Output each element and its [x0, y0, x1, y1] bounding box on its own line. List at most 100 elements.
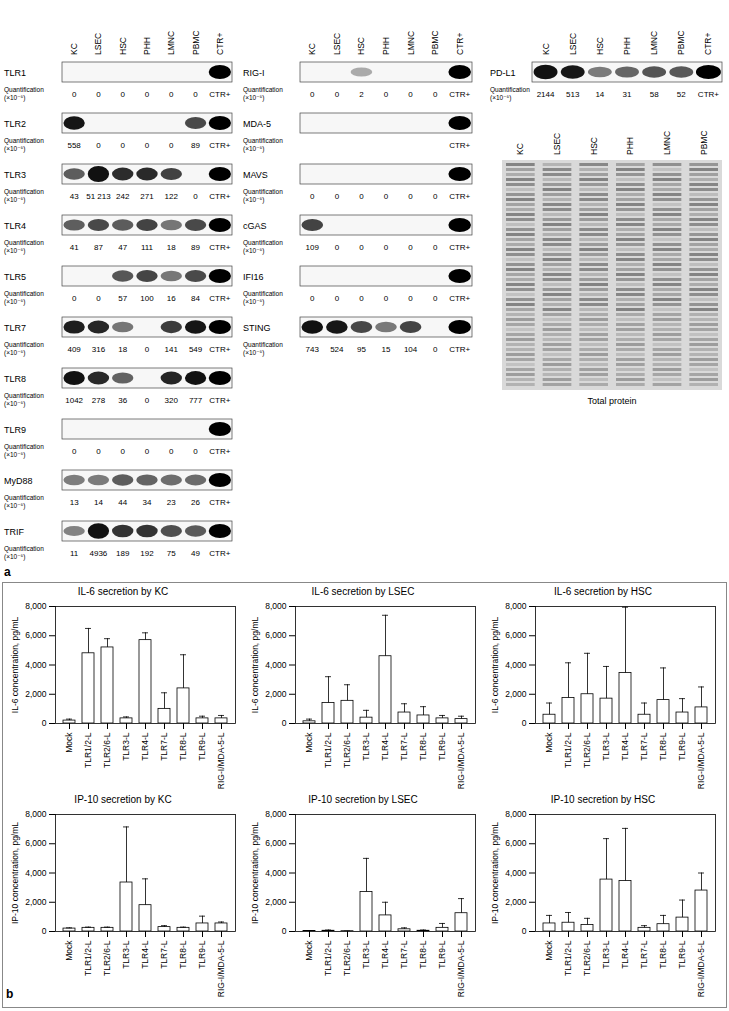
svg-text:TLR3-L: TLR3-L [121, 732, 131, 761]
svg-text:TLR8-L: TLR8-L [418, 940, 428, 969]
svg-text:0: 0 [359, 243, 364, 252]
svg-text:104: 104 [404, 345, 418, 354]
svg-text:IP-10 concentration, pg/mL: IP-10 concentration, pg/mL [10, 822, 20, 924]
svg-text:4,000: 4,000 [265, 868, 287, 878]
svg-text:0: 0 [433, 192, 438, 201]
svg-text:TLR7-L: TLR7-L [159, 732, 169, 761]
svg-text:0: 0 [384, 294, 389, 303]
svg-text:89: 89 [191, 141, 200, 150]
svg-text:IFI16: IFI16 [243, 272, 264, 282]
svg-text:CTR+: CTR+ [209, 447, 230, 456]
svg-text:192: 192 [140, 549, 154, 558]
svg-text:IP-10 concentration, pg/mL: IP-10 concentration, pg/mL [490, 822, 500, 924]
svg-text:PHH: PHH [625, 137, 635, 155]
svg-text:31: 31 [623, 90, 632, 99]
svg-text:PBMC: PBMC [430, 30, 440, 55]
svg-text:TLR2/6-L: TLR2/6-L [582, 940, 592, 976]
svg-text:2,000: 2,000 [265, 897, 287, 907]
svg-text:4,000: 4,000 [25, 868, 47, 878]
svg-text:TLR8-L: TLR8-L [418, 732, 428, 761]
svg-text:Quantification: Quantification [243, 86, 283, 94]
svg-text:524: 524 [330, 345, 344, 354]
svg-text:TRIF: TRIF [4, 527, 24, 537]
svg-text:Mock: Mock [544, 732, 554, 753]
svg-text:0: 0 [145, 141, 150, 150]
svg-text:(×10⁻⁵): (×10⁻⁵) [490, 94, 511, 102]
svg-text:89: 89 [191, 243, 200, 252]
svg-text:CTR+: CTR+ [455, 33, 465, 55]
svg-text:LSEC: LSEC [332, 33, 342, 55]
svg-text:777: 777 [189, 396, 203, 405]
svg-text:Quantification: Quantification [243, 341, 283, 349]
svg-text:0: 0 [42, 718, 47, 728]
svg-text:0: 0 [120, 90, 125, 99]
svg-text:Quantification: Quantification [4, 494, 44, 502]
svg-text:84: 84 [191, 294, 200, 303]
svg-text:TLR2/6-L: TLR2/6-L [582, 732, 592, 768]
svg-text:TLR9-L: TLR9-L [437, 732, 447, 761]
svg-text:TLR7-L: TLR7-L [399, 940, 409, 969]
svg-text:0: 0 [120, 447, 125, 456]
svg-text:MDA-5: MDA-5 [243, 119, 271, 129]
svg-text:CTR+: CTR+ [698, 90, 719, 99]
svg-text:RIG-I: RIG-I [243, 68, 265, 78]
svg-text:LSEC: LSEC [552, 133, 562, 155]
svg-text:(×10⁻⁵): (×10⁻⁵) [243, 298, 264, 306]
svg-text:57: 57 [118, 294, 127, 303]
svg-text:8,000: 8,000 [505, 601, 527, 611]
svg-text:0: 0 [193, 90, 198, 99]
svg-text:0: 0 [408, 90, 413, 99]
svg-text:MAVS: MAVS [243, 170, 268, 180]
svg-text:PHH: PHH [381, 37, 391, 55]
svg-text:PHH: PHH [622, 37, 632, 55]
svg-text:44: 44 [118, 498, 127, 507]
svg-text:Mock: Mock [64, 940, 74, 961]
svg-text:49: 49 [191, 549, 200, 558]
svg-text:109: 109 [306, 243, 320, 252]
svg-text:4,000: 4,000 [505, 660, 527, 670]
svg-text:743: 743 [306, 345, 320, 354]
svg-text:CTR+: CTR+ [449, 192, 470, 201]
svg-text:2,000: 2,000 [505, 897, 527, 907]
svg-text:TLR4-L: TLR4-L [620, 732, 630, 761]
svg-text:TLR3-L: TLR3-L [601, 732, 611, 761]
svg-text:0: 0 [335, 192, 340, 201]
svg-text:Total protein: Total protein [587, 396, 636, 406]
svg-text:CTR+: CTR+ [703, 33, 713, 55]
svg-text:TLR3-L: TLR3-L [121, 940, 131, 969]
svg-text:18: 18 [118, 345, 127, 354]
svg-text:Quantification: Quantification [243, 239, 283, 247]
svg-text:271: 271 [140, 192, 154, 201]
svg-text:KC: KC [541, 43, 551, 55]
svg-text:Quantification: Quantification [4, 443, 44, 451]
svg-text:TLR9-L: TLR9-L [197, 732, 207, 761]
svg-text:Mock: Mock [544, 940, 554, 961]
svg-text:TLR1: TLR1 [4, 68, 26, 78]
svg-text:CTR+: CTR+ [449, 141, 470, 150]
svg-text:TLR2/6-L: TLR2/6-L [342, 940, 352, 976]
svg-text:0: 0 [145, 396, 150, 405]
svg-text:TLR8-L: TLR8-L [658, 732, 668, 761]
svg-text:RIG-I/MDA-5-L: RIG-I/MDA-5-L [456, 732, 466, 789]
svg-text:4,000: 4,000 [265, 660, 287, 670]
svg-text:141: 141 [165, 345, 179, 354]
svg-text:CTR+: CTR+ [209, 141, 230, 150]
svg-text:2,000: 2,000 [25, 689, 47, 699]
svg-text:TLR3-L: TLR3-L [361, 732, 371, 761]
svg-text:549: 549 [189, 345, 203, 354]
svg-text:(×10⁻⁵): (×10⁻⁵) [243, 247, 264, 255]
svg-text:320: 320 [165, 396, 179, 405]
svg-text:0: 0 [310, 192, 315, 201]
svg-text:0: 0 [384, 243, 389, 252]
svg-text:PBMC: PBMC [699, 130, 709, 155]
svg-text:47: 47 [118, 243, 127, 252]
svg-text:26: 26 [191, 498, 200, 507]
svg-text:CTR+: CTR+ [209, 345, 230, 354]
svg-text:278: 278 [92, 396, 106, 405]
svg-text:TLR2/6-L: TLR2/6-L [102, 732, 112, 768]
svg-text:CTR+: CTR+ [209, 498, 230, 507]
svg-text:41: 41 [70, 243, 79, 252]
svg-text:0: 0 [433, 294, 438, 303]
svg-text:18: 18 [167, 243, 176, 252]
svg-text:Quantification: Quantification [4, 290, 44, 298]
